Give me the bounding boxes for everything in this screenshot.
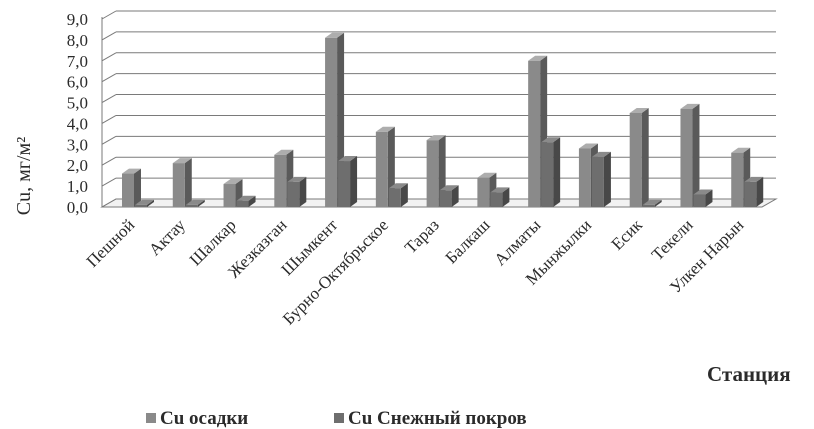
y-tick-label: 2,0: [67, 156, 88, 175]
bar-snow-4: [287, 176, 307, 207]
x-axis-categories: Пешной АктауШалкарЖезказганШымкентБурно-О…: [83, 215, 748, 329]
y-axis-label: Cu, мг/м²: [13, 137, 35, 215]
legend-swatch-series-1: [146, 413, 156, 423]
gridline-diagonal: [101, 73, 117, 83]
y-tick-label: 3,0: [67, 135, 88, 154]
y-tick-label: 4,0: [67, 114, 88, 133]
gridline-diagonal: [101, 94, 117, 103]
gridline-diagonal: [101, 198, 117, 208]
y-tick-label: 6,0: [67, 73, 88, 92]
bars: [122, 32, 764, 208]
bar-snow-8: [490, 187, 510, 207]
gridline-diagonal: [101, 156, 117, 166]
y-tick-label: 9,0: [67, 10, 88, 29]
bar-osadki-11: [629, 108, 649, 207]
y-tick-label: 1,0: [67, 177, 88, 196]
bar-snow-3: [236, 195, 256, 207]
bar-snow-6: [388, 183, 408, 207]
bar-snow-11: [642, 199, 662, 207]
bar-snow-5: [338, 156, 358, 207]
bar-snow-1: [135, 199, 154, 207]
gridline-diagonal: [101, 177, 117, 187]
x-category-label: Актау: [145, 215, 189, 259]
x-category-label: Текели: [648, 215, 697, 264]
bar-snow-7: [439, 185, 459, 207]
legend-swatch-series-2: [334, 413, 344, 423]
gridline-diagonal: [101, 135, 117, 145]
legend: Cu осадки Cu Снежный покров: [146, 408, 527, 429]
y-axis-ticks: 0,0 1,0 2,0 3,0 4,05,0 6,0 7,0 8,0 9,0: [67, 10, 88, 217]
bar-osadki-2: [172, 158, 192, 207]
bar-osadki-1: [122, 168, 141, 207]
gridline-diagonal: [101, 31, 117, 41]
gridline-diagonal: [101, 10, 117, 20]
y-tick-label: 0,0: [67, 198, 88, 217]
bar-snow-13: [744, 176, 764, 207]
bar-osadki-3: [223, 179, 243, 207]
y-tick-label: 7,0: [67, 52, 88, 71]
bar-snow-12: [693, 189, 713, 207]
y-tick-label: 5,0: [67, 94, 88, 113]
legend-label-series-1: Cu осадки: [160, 408, 248, 429]
gridline-diagonal: [101, 52, 117, 62]
bar-snow-2: [185, 199, 205, 207]
legend-label-series-2: Cu Снежный покров: [348, 408, 527, 429]
gridline-diagonal: [101, 115, 117, 124]
bar-snow-10: [591, 151, 611, 207]
y-tick-label: 8,0: [67, 31, 88, 50]
x-category-label: Балкаш: [442, 215, 494, 267]
x-category-label: Тараз: [401, 215, 443, 257]
bar-osadki-12: [680, 103, 700, 207]
x-category-label: Пешной: [83, 215, 139, 271]
bar-snow-9: [541, 137, 561, 207]
x-category-label: Есик: [608, 215, 647, 254]
x-axis-label: Станция: [707, 362, 791, 386]
